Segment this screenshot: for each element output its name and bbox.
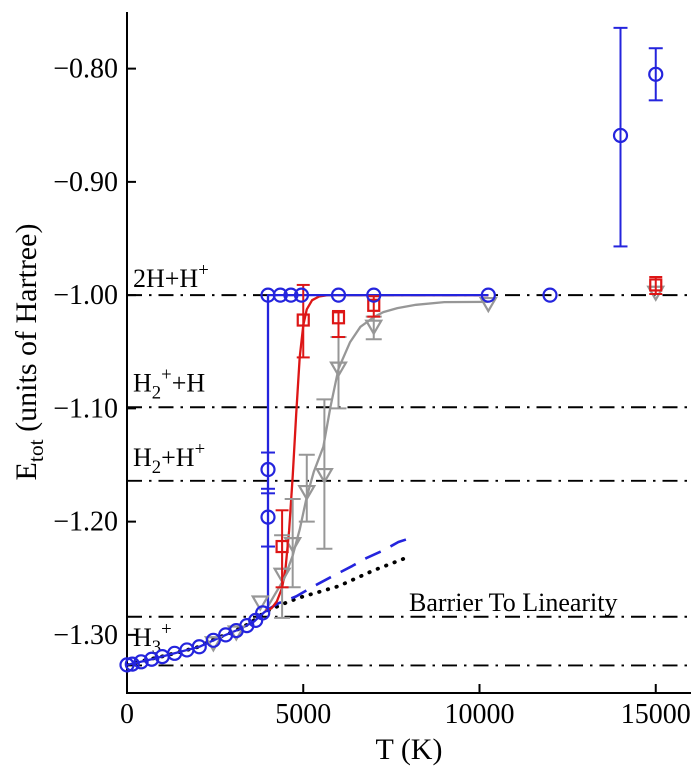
data-point-square bbox=[296, 313, 310, 327]
text-segment: + bbox=[198, 260, 209, 281]
data-point-triangle bbox=[314, 467, 334, 485]
text-segment: H bbox=[133, 368, 152, 397]
x-tick-label: 10000 bbox=[445, 699, 515, 730]
data-point-circle bbox=[144, 651, 160, 667]
reference-label-barrier-to-linearity: Barrier To Linearity bbox=[409, 588, 618, 617]
error-bar bbox=[298, 453, 315, 523]
y-axis-label: Etot (units of Hartree) bbox=[10, 224, 48, 481]
data-point-triangle bbox=[329, 361, 348, 378]
x-tick-label: 15000 bbox=[621, 699, 691, 730]
text-segment: Barrier To Linearity bbox=[409, 588, 618, 617]
text-segment: E bbox=[10, 462, 43, 480]
reference-label-h3plus: H3+ bbox=[133, 619, 172, 658]
data-point-triangle bbox=[283, 537, 303, 554]
reference-label-h2-plus-hplus: H2+H+ bbox=[133, 439, 205, 478]
text-segment: + bbox=[161, 364, 172, 385]
error-bar bbox=[296, 283, 310, 359]
error-bar bbox=[316, 398, 333, 550]
data-point-circle bbox=[648, 66, 664, 82]
reference-label-h2plus-plus-h: H2++H bbox=[133, 364, 205, 403]
text-segment: 2H+H bbox=[133, 264, 198, 293]
data-point-circle bbox=[283, 287, 299, 303]
curve-dashed-bound-extrapolation bbox=[265, 535, 417, 612]
data-point-square bbox=[275, 539, 289, 554]
text-segment: 3 bbox=[152, 637, 161, 658]
axes-frame bbox=[126, 12, 691, 694]
text-segment: +H bbox=[172, 368, 206, 397]
data-point-square bbox=[331, 311, 346, 325]
text-segment: H bbox=[133, 443, 152, 472]
y-tick-label: −1.30 bbox=[53, 620, 118, 651]
data-point-circle bbox=[124, 656, 140, 672]
text-segment: (units of Hartree) bbox=[10, 224, 43, 440]
data-point-circle bbox=[480, 287, 496, 303]
data-point-square bbox=[649, 278, 663, 292]
text-segment: + bbox=[195, 439, 206, 460]
text-segment: tot bbox=[24, 439, 48, 462]
data-point-circle bbox=[205, 632, 221, 648]
error-bar bbox=[261, 492, 275, 548]
data-point-triangle bbox=[364, 319, 384, 336]
data-point-triangle bbox=[203, 636, 223, 653]
data-point-circle bbox=[119, 657, 135, 673]
x-axis-label: T (K) bbox=[376, 733, 443, 766]
y-tick-label: −1.20 bbox=[53, 507, 118, 538]
error-bar bbox=[275, 509, 289, 589]
data-point-triangle bbox=[478, 296, 498, 314]
data-point-circle bbox=[272, 287, 288, 303]
data-point-triangle bbox=[297, 484, 317, 502]
data-point-circle bbox=[260, 461, 276, 478]
data-point-circle bbox=[366, 287, 382, 303]
data-point-circle bbox=[293, 287, 310, 303]
y-tick-label: −0.80 bbox=[53, 54, 118, 85]
y-tick-label: −0.90 bbox=[53, 167, 118, 198]
error-bar bbox=[613, 26, 628, 248]
data-point-circle bbox=[133, 654, 149, 670]
data-point-circle bbox=[542, 287, 558, 303]
y-tick-label: −1.10 bbox=[53, 393, 118, 424]
curve-red-sigmoid bbox=[264, 293, 489, 613]
x-tick-label: 5000 bbox=[275, 699, 331, 730]
error-bar bbox=[648, 47, 663, 102]
text-segment: +H bbox=[161, 443, 195, 472]
x-tick-label: 0 bbox=[120, 699, 134, 730]
data-point-circle bbox=[330, 287, 347, 303]
text-segment: + bbox=[161, 619, 172, 640]
series-red-squares bbox=[275, 276, 663, 589]
reference-label-2h-plus-hplus: 2H+H+ bbox=[133, 260, 209, 293]
text-segment: 2 bbox=[152, 457, 161, 478]
data-point-circle bbox=[260, 509, 276, 525]
data-point-circle bbox=[612, 127, 629, 144]
error-bar bbox=[261, 451, 275, 490]
data-point-circle bbox=[191, 639, 207, 655]
data-point-circle bbox=[255, 605, 271, 621]
series-blue-circles bbox=[119, 26, 664, 673]
curve-dotted-classical-baseline bbox=[125, 554, 411, 667]
curve-gray-sigmoid bbox=[264, 300, 489, 612]
y-tick-label: −1.00 bbox=[53, 280, 118, 311]
text-segment: 2 bbox=[152, 382, 161, 403]
text-segment: H bbox=[133, 623, 152, 652]
data-point-square bbox=[367, 298, 381, 312]
data-point-triangle bbox=[250, 595, 270, 612]
